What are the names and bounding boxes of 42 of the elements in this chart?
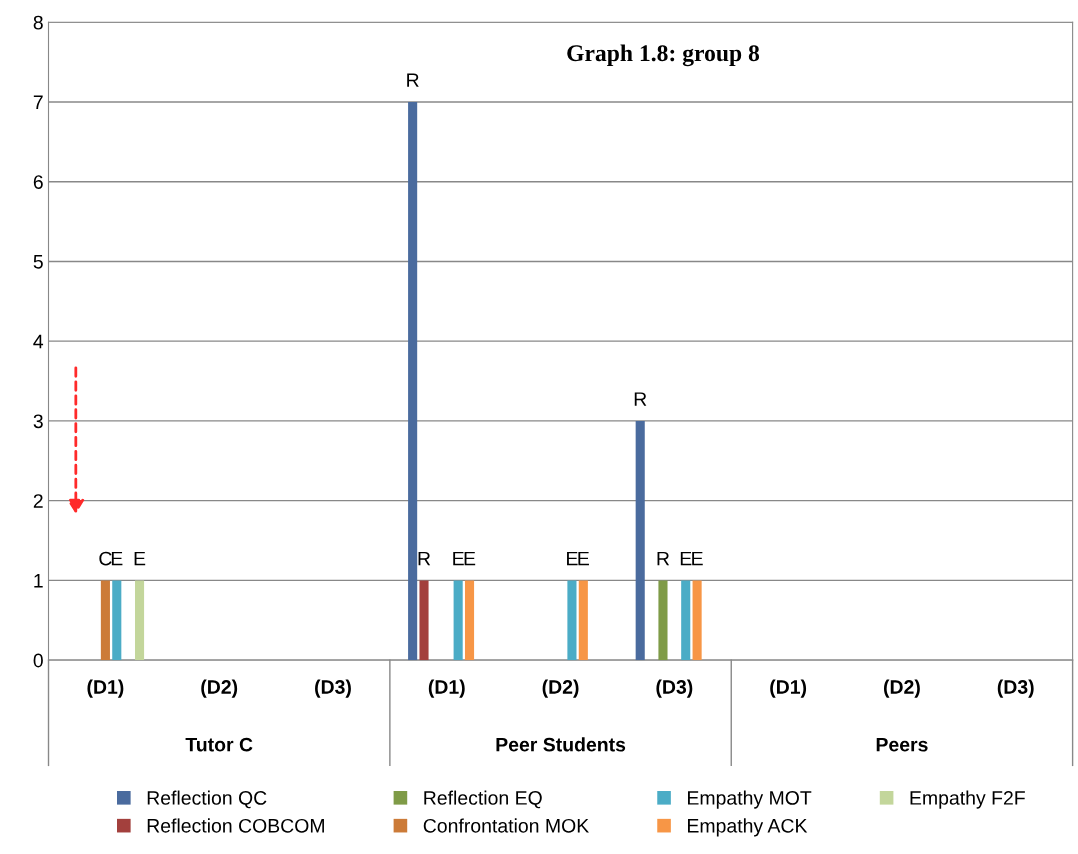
- legend-label: Reflection QC: [147, 790, 267, 809]
- x-tick-label: (D3): [656, 679, 693, 698]
- x-tick-label: (D2): [883, 679, 920, 698]
- x-tick-label: (D2): [201, 679, 238, 698]
- x-tick-label: (D3): [997, 679, 1034, 698]
- legend-label: Reflection COBCOM: [147, 818, 324, 833]
- data-label: R: [634, 392, 647, 406]
- y-tick-label: 8: [33, 15, 43, 30]
- y-tick-label: 6: [33, 175, 43, 189]
- x-tick-label: (D1): [87, 679, 124, 698]
- data-label: E: [464, 551, 476, 566]
- legend-label: Empathy MOT: [688, 790, 812, 809]
- text: Peer Students: [496, 737, 626, 752]
- legend-label: Confrontation MOK: [423, 818, 589, 833]
- legend-label: Reflection EQ: [424, 790, 542, 809]
- x-tick-label: (D3): [315, 679, 351, 698]
- data-label: R: [418, 551, 431, 566]
- data-label: R: [657, 551, 670, 566]
- data-label: R: [407, 73, 419, 87]
- data-label: E: [111, 551, 123, 566]
- y-tick-label: 2: [33, 494, 43, 508]
- text: Tutor C: [185, 737, 253, 752]
- legend-label: Empathy F2F: [910, 790, 1025, 809]
- data-label: E: [453, 551, 464, 566]
- data-label: E: [680, 551, 692, 566]
- data-label: E: [567, 551, 578, 566]
- y-tick-label: 0: [33, 653, 43, 668]
- data-label: C: [99, 551, 112, 566]
- y-tick-label: 4: [33, 334, 44, 349]
- y-tick-label: 3: [33, 414, 43, 429]
- y-tick-label: 5: [33, 255, 43, 269]
- y-tick-label: 7: [33, 95, 43, 109]
- legend-label: Empathy ACK: [688, 818, 808, 837]
- y-tick-label: 1: [34, 574, 43, 588]
- x-tick-label: (D1): [770, 679, 807, 698]
- data-label: E: [692, 551, 703, 566]
- data-label: E: [578, 551, 589, 566]
- text: Graph 1.8: group 8: [567, 44, 760, 67]
- text: Peers: [876, 737, 928, 752]
- data-label: E: [134, 551, 146, 566]
- x-tick-label: (D1): [428, 679, 465, 698]
- x-tick-label: (D2): [542, 679, 579, 698]
